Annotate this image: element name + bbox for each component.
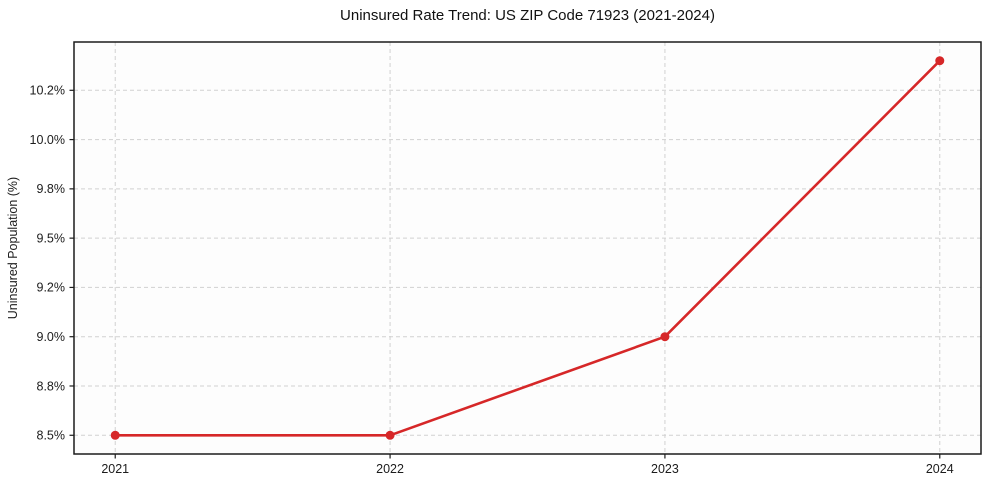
trend-line [113, 59, 942, 437]
y-tick-label: 9.5% [37, 231, 66, 245]
x-tick-label: 2023 [651, 462, 679, 476]
y-tick-label: 9.2% [37, 281, 66, 295]
y-tick-label: 10.0% [30, 133, 65, 147]
data-point-marker [660, 332, 670, 342]
y-tick-label: 10.2% [30, 84, 65, 98]
chart-title: Uninsured Rate Trend: US ZIP Code 71923 … [340, 7, 715, 24]
x-tick-label: 2024 [926, 462, 954, 476]
y-tick-label: 8.5% [37, 429, 66, 443]
data-point-marker [385, 430, 395, 440]
y-tick-label: 8.8% [37, 379, 66, 393]
plot-background [74, 42, 981, 454]
x-tick-label: 2022 [376, 462, 404, 476]
data-point-marker [110, 430, 120, 440]
data-point-marker [935, 56, 945, 66]
axes-spines [73, 41, 982, 455]
y-tick-label: 9.8% [37, 182, 66, 196]
y-tick-label: 9.0% [37, 330, 66, 344]
x-tick-label: 2021 [101, 462, 129, 476]
